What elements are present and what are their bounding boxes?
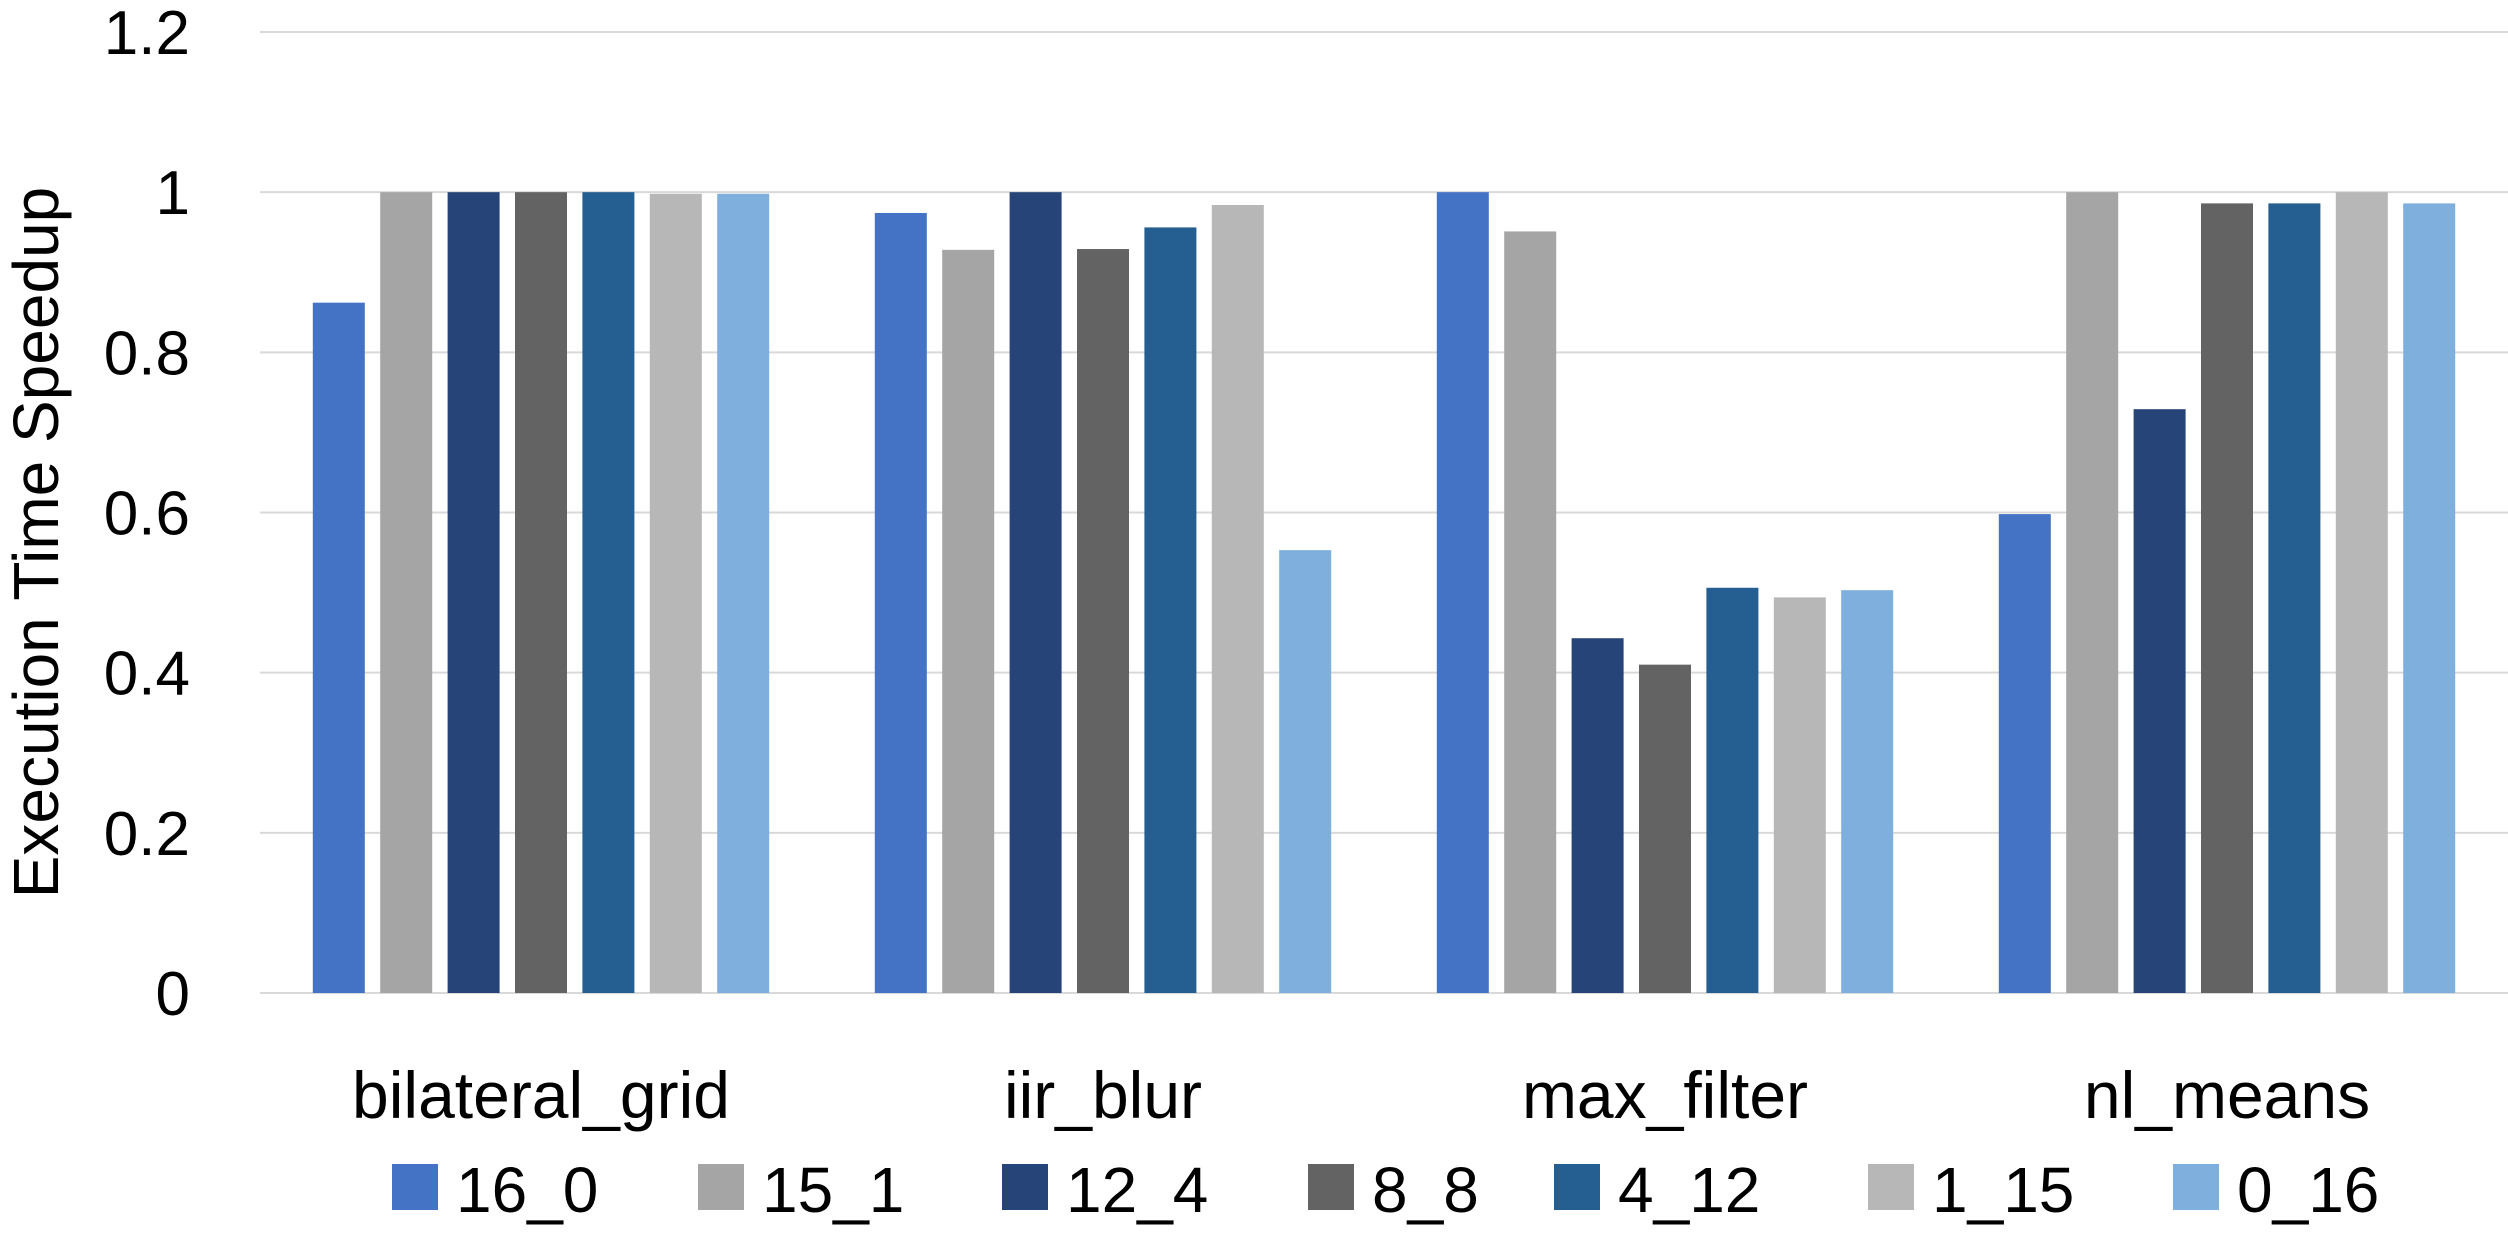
legend-swatch — [1868, 1164, 1914, 1210]
legend-item-16_0: 16_0 — [392, 1154, 598, 1226]
gridlines — [260, 31, 2508, 994]
bar-iir_blur-1_15 — [1211, 204, 1264, 994]
legend-item-15_1: 15_1 — [698, 1154, 904, 1226]
y-tick-label: 0.8 — [104, 319, 190, 388]
legend-label: 16_0 — [456, 1154, 598, 1226]
bar-bilateral_grid-15_1 — [380, 192, 433, 993]
y-tick-label: 1 — [156, 159, 190, 228]
bar-nl_means-12_4 — [2133, 409, 2186, 993]
bar-nl_means-4_12 — [2268, 203, 2321, 994]
y-tick-label: 0.4 — [104, 640, 190, 709]
legend-item-12_4: 12_4 — [1002, 1154, 1208, 1226]
bar-iir_blur-16_0 — [874, 212, 927, 993]
bars — [312, 192, 2456, 994]
legend-item-1_15: 1_15 — [1868, 1154, 2074, 1226]
bar-max_filter-4_12 — [1706, 587, 1759, 993]
x-category-label: bilateral_grid — [352, 1058, 730, 1132]
bar-bilateral_grid-16_0 — [312, 302, 365, 994]
bar-iir_blur-4_12 — [1144, 227, 1197, 994]
legend-item-8_8: 8_8 — [1308, 1154, 1479, 1226]
bar-max_filter-12_4 — [1571, 638, 1624, 993]
bar-max_filter-15_1 — [1504, 231, 1557, 994]
legend-label: 0_16 — [2237, 1154, 2379, 1226]
legend-item-4_12: 4_12 — [1554, 1154, 1760, 1226]
legend-swatch — [2173, 1164, 2219, 1210]
y-tick-label: 0.6 — [104, 480, 190, 549]
legend-label: 8_8 — [1372, 1154, 1479, 1226]
x-category-label: max_filter — [1522, 1058, 1808, 1132]
legend-label: 1_15 — [1932, 1154, 2074, 1226]
legend-swatch — [1554, 1164, 1600, 1210]
legend-label: 4_12 — [1618, 1154, 1760, 1226]
y-tick-label: 1.2 — [104, 0, 190, 68]
bar-nl_means-15_1 — [2066, 192, 2119, 993]
bar-bilateral_grid-1_15 — [649, 193, 702, 994]
bar-bilateral_grid-0_16 — [717, 193, 770, 994]
y-tick-label: 0.2 — [104, 800, 190, 869]
x-category-label: nl_means — [2084, 1058, 2370, 1132]
bar-nl_means-8_8 — [2201, 203, 2253, 994]
bar-max_filter-1_15 — [1773, 597, 1826, 993]
bar-iir_blur-0_16 — [1279, 550, 1332, 993]
legend-swatch — [1002, 1164, 1048, 1210]
x-axis-categories: bilateral_grid iir_blur max_filter nl_means — [352, 1058, 2370, 1132]
legend-label: 12_4 — [1066, 1154, 1208, 1226]
x-category-label: iir_blur — [1004, 1058, 1202, 1132]
legend-swatch — [698, 1164, 744, 1210]
legend-label: 15_1 — [762, 1154, 904, 1226]
bar-bilateral_grid-4_12 — [582, 192, 635, 993]
legend: 16_0 15_1 12_4 8_8 4_12 1_15 0_16 — [392, 1154, 2379, 1226]
y-axis-title: Execution Time Speedup — [0, 187, 72, 899]
bar-max_filter-0_16 — [1841, 590, 1894, 993]
bar-nl_means-16_0 — [1998, 514, 2051, 993]
bar-iir_blur-8_8 — [1077, 249, 1129, 994]
bar-bilateral_grid-12_4 — [447, 192, 500, 993]
bar-nl_means-1_15 — [2335, 192, 2388, 993]
legend-swatch — [392, 1164, 438, 1210]
bar-nl_means-0_16 — [2403, 203, 2456, 994]
legend-swatch — [1308, 1164, 1354, 1210]
bar-bilateral_grid-8_8 — [515, 192, 567, 993]
y-tick-label: 0 — [156, 960, 190, 1029]
bar-iir_blur-12_4 — [1009, 192, 1062, 993]
y-axis-ticks: 0 0.2 0.4 0.6 0.8 1 1.2 — [104, 0, 190, 1029]
bar-max_filter-16_0 — [1436, 192, 1489, 993]
bar-iir_blur-15_1 — [942, 249, 995, 993]
legend-item-0_16: 0_16 — [2173, 1154, 2379, 1226]
bar-max_filter-8_8 — [1639, 664, 1691, 993]
